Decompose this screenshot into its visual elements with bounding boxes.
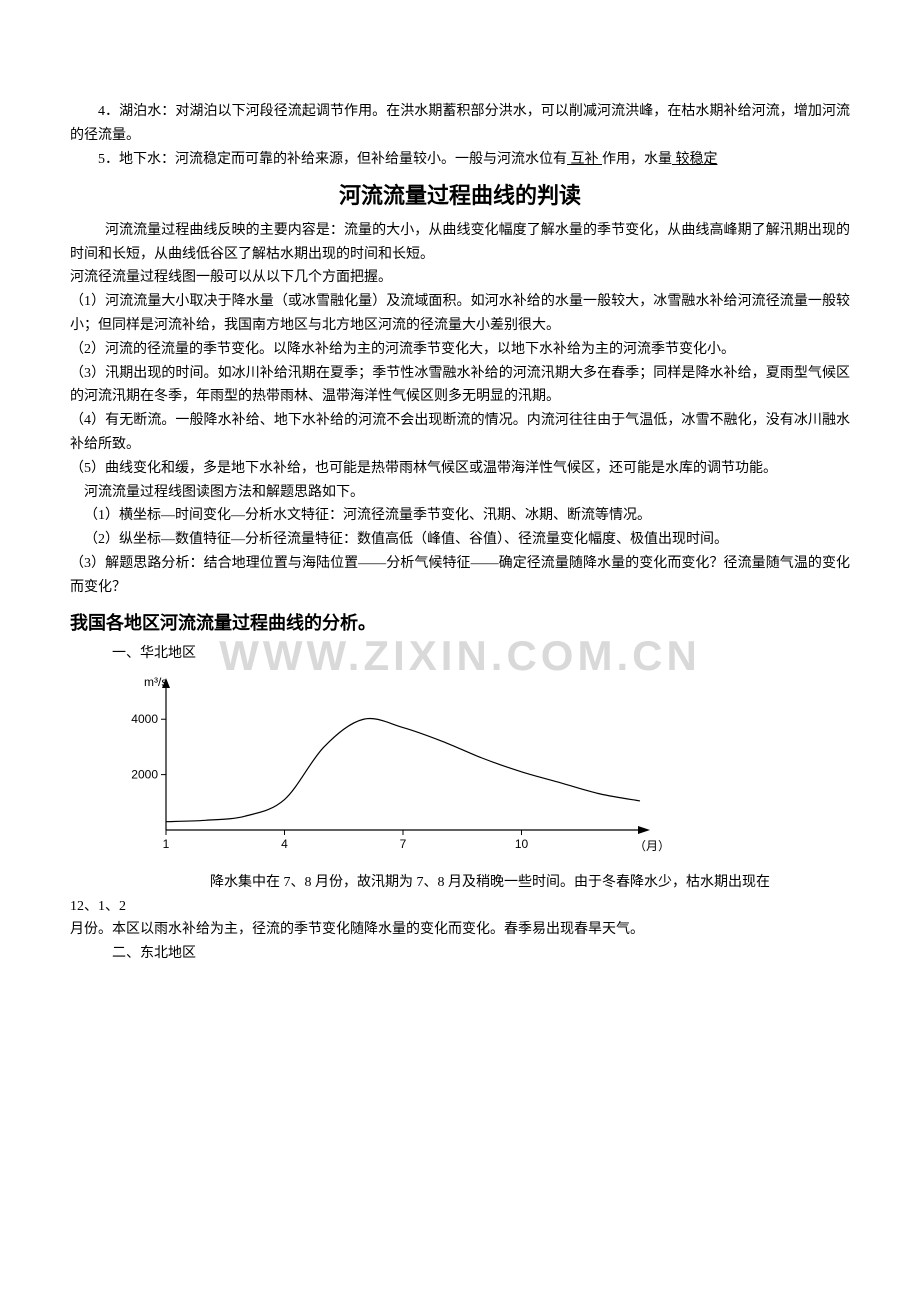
- intro-paragraph: 河流流量过程曲线反映的主要内容是：流量的大小，从曲线变化幅度了解水量的季节变化，…: [70, 219, 850, 267]
- huabei-chart: 2000 4000 1 4 7 10 m³/s （月）: [110, 672, 850, 871]
- svg-text:4: 4: [281, 837, 288, 851]
- line-chart-svg: 2000 4000 1 4 7 10 m³/s （月）: [110, 672, 670, 862]
- svg-text:7: 7: [400, 837, 407, 851]
- region-1-caption-a: 降水集中在 7、8 月份，故汛期为 7、8 月及稍晚一些时间。由于冬春降水少，枯…: [70, 871, 850, 895]
- region-1-title: 一、华北地区: [70, 642, 850, 666]
- p5-text-b: 作用，水量: [602, 152, 672, 167]
- aspect-4: （4）有无断流。一般降水补给、地下水补给的河流不会出现断流的情况。内流河往往由于…: [70, 409, 850, 457]
- title-curve-reading: 河流流量过程曲线的判读: [70, 177, 850, 214]
- region-1-caption-b: 12、1、2: [70, 895, 850, 919]
- svg-text:1: 1: [163, 837, 170, 851]
- paragraph-4: 4．湖泊水：对湖泊以下河段径流起调节作用。在洪水期蓄积部分洪水，可以削减河流洪峰…: [70, 100, 850, 148]
- paragraph-5: 5．地下水：河流稳定而可靠的补给来源，但补给量较小。一般与河流水位有 互补 作用…: [70, 148, 850, 172]
- r1-cap-a: 降水集中在 7、8 月份，故汛期为 7、8 月及稍晚一些时间。由于冬春降水少，枯…: [210, 875, 770, 890]
- svg-text:2000: 2000: [131, 768, 158, 782]
- svg-text:m³/s: m³/s: [144, 675, 167, 689]
- p5-text-a: 5．地下水：河流稳定而可靠的补给来源，但补给量较小。一般与河流水位有: [98, 152, 567, 167]
- region-1-caption-c: 月份。本区以雨水补给为主，径流的季节变化随降水量的变化而变化。春季易出现春旱天气…: [70, 918, 850, 942]
- svg-text:4000: 4000: [131, 712, 158, 726]
- p5-underline-1: 互补: [567, 152, 602, 167]
- region-2-title: 二、东北地区: [70, 942, 850, 966]
- svg-text:（月）: （月）: [634, 839, 670, 853]
- method-lead: 河流流量过程线图读图方法和解题思路如下。: [70, 481, 850, 505]
- method-2: （2）纵坐标—数值特征—分析径流量特征：数值高低（峰值、谷值）、径流量变化幅度、…: [70, 528, 850, 552]
- method-3: （3）解题思路分析：结合地理位置与海陆位置——分析气候特征——确定径流量随降水量…: [70, 552, 850, 600]
- aspect-1: （1）河流流量大小取决于降水量（或冰雪融化量）及流域面积。如河水补给的水量一般较…: [70, 290, 850, 338]
- aspect-5: （5）曲线变化和缓，多是地下水补给，也可能是热带雨林气候区或温带海洋性气候区，还…: [70, 457, 850, 481]
- title-regions: 我国各地区河流流量过程曲线的分析。: [70, 608, 850, 639]
- method-1: （1）横坐标—时间变化—分析水文特征：河流径流量季节变化、汛期、冰期、断流等情况…: [70, 504, 850, 528]
- p5-underline-2: 较稳定: [672, 152, 718, 167]
- aspect-3: （3）汛期出现的时间。如冰川补给汛期在夏季；季节性冰雪融水补给的河流汛期大多在春…: [70, 362, 850, 410]
- svg-text:10: 10: [515, 837, 529, 851]
- aspects-lead: 河流径流量过程线图一般可以从以下几个方面把握。: [70, 266, 850, 290]
- aspect-2: （2）河流的径流量的季节变化。以降水补给为主的河流季节变化大，以地下水补给为主的…: [70, 338, 850, 362]
